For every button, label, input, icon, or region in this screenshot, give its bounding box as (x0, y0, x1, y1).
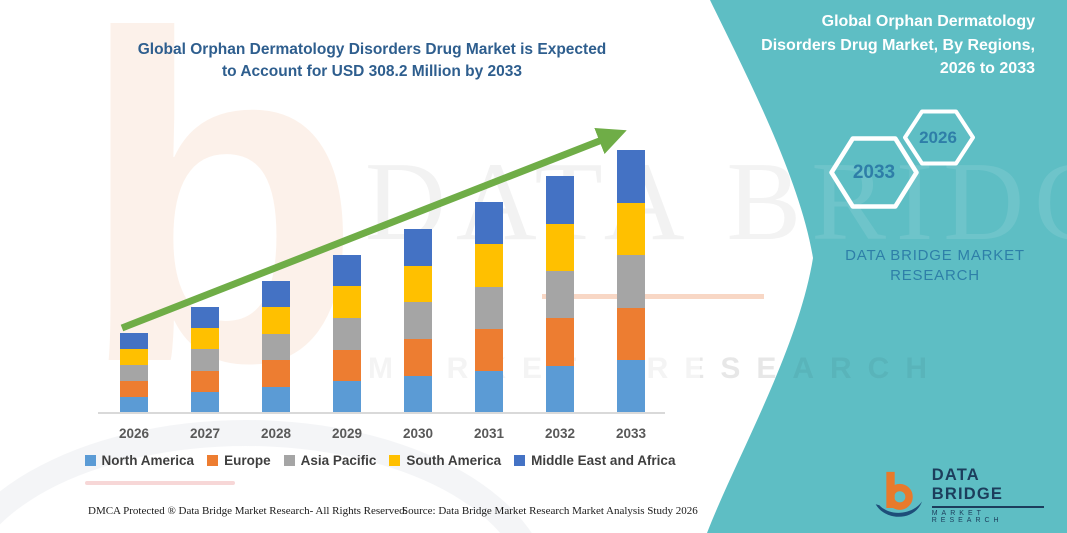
bar-segment (262, 280, 290, 308)
legend-swatch-icon (84, 455, 96, 466)
stacked-bar-2033 (617, 150, 645, 413)
legend-label: Middle East and Africa (531, 453, 676, 468)
bar-segment (475, 328, 503, 371)
bar-segment (617, 255, 645, 308)
bar-segment (404, 339, 432, 377)
stacked-bar-2029 (333, 254, 361, 413)
bar-segment (191, 306, 219, 329)
bar-segment (475, 244, 503, 287)
bar-segment (546, 365, 574, 413)
bar-segment (475, 370, 503, 413)
bar-segment (262, 307, 290, 334)
legend-swatch-icon (514, 455, 526, 466)
legend-swatch-icon (207, 455, 219, 466)
bar-segment (120, 397, 148, 413)
bar-segment (120, 349, 148, 366)
legend-item: South America (389, 453, 501, 468)
legend-label: South America (406, 453, 502, 468)
legend-item: Middle East and Africa (514, 453, 675, 468)
bar-segment (404, 228, 432, 266)
x-axis-label: 2028 (260, 426, 292, 441)
panel-brand-text: DATA BRIDGE MARKET RESEARCH (828, 246, 1042, 285)
chart-title: Global Orphan Dermatology Disorders Drug… (60, 39, 684, 83)
panel-brand-line1: DATA BRIDGE MARKET (845, 247, 1025, 264)
hexagon-year-2026: 2026 (919, 128, 957, 147)
bar-segment (546, 318, 574, 366)
bar-segment (617, 360, 645, 413)
bar-segment (333, 318, 361, 350)
bar-segment (262, 360, 290, 387)
footer-source-text: Source: Data Bridge Market Research Mark… (402, 505, 698, 517)
bar-segment (120, 381, 148, 398)
chart-title-line2: to Account for USD 308.2 Million by 2033 (221, 63, 523, 80)
bar-segment (333, 349, 361, 382)
bar-segment (262, 386, 290, 413)
panel-title-line2: Disorders Drug Market, By Regions, (761, 36, 1035, 54)
bar-segment (262, 333, 290, 361)
stacked-bar-2028 (262, 280, 290, 413)
bar-segment (120, 333, 148, 350)
bar-segment (475, 202, 503, 245)
logo-subtitle: MARKET RESEARCH (931, 509, 1003, 524)
bar-segment (475, 286, 503, 329)
logo-divider (931, 506, 1044, 508)
panel-title-line3: 2026 to 2033 (939, 60, 1035, 77)
stacked-bar-2027 (191, 306, 219, 413)
bar-segment (546, 223, 574, 271)
legend-label: North America (101, 453, 195, 468)
bar-segment (333, 254, 361, 287)
bar-segment (120, 365, 148, 382)
bar-segment (191, 370, 219, 392)
x-axis-label: 2027 (189, 426, 221, 441)
legend-swatch-icon (283, 455, 295, 466)
bar-segment (546, 270, 574, 319)
panel-title: Global Orphan Dermatology Disorders Drug… (695, 10, 1035, 81)
panel-brand-line2: RESEARCH (890, 266, 980, 284)
x-axis-label: 2031 (473, 426, 505, 441)
chart-legend: North America Europe Asia Pacific South Ame… (80, 453, 680, 468)
bar-segment (404, 302, 432, 340)
legend-item: Europe (207, 453, 271, 468)
bar-segment (333, 381, 361, 413)
bar-segment (191, 349, 219, 371)
stacked-bar-2026 (120, 333, 148, 413)
bar-segment (617, 307, 645, 361)
x-axis-line (98, 412, 665, 414)
legend-swatch-icon (389, 455, 401, 466)
panel-title-line1: Global Orphan Dermatology (821, 13, 1035, 30)
stacked-bar-2030 (404, 228, 432, 413)
bar-segment (404, 265, 432, 303)
chart-title-line1: Global Orphan Dermatology Disorders Drug… (137, 41, 607, 58)
hexagon-year-2033: 2033 (852, 162, 896, 183)
bar-segment (617, 150, 645, 203)
x-axis-label: 2026 (118, 426, 150, 441)
legend-item: Asia Pacific (283, 453, 377, 468)
bar-segment (333, 286, 361, 319)
bar-segment (404, 376, 432, 413)
stacked-bar-2032 (546, 176, 574, 413)
bar-segment (546, 176, 574, 224)
bar-segment (191, 391, 219, 413)
x-axis-label: 2033 (615, 426, 647, 441)
bar-segment (191, 328, 219, 350)
x-axis-label: 2029 (331, 426, 363, 441)
logo-title: DATA BRIDGE (931, 466, 1004, 504)
bar-segment (617, 202, 645, 256)
databridge-logo: DATA BRIDGE MARKET RESEARCH (872, 464, 1052, 526)
legend-label: Europe (224, 453, 271, 468)
stacked-bar-2031 (475, 202, 503, 413)
x-axis-label: 2030 (402, 426, 434, 441)
footer-dmca-text: DMCA Protected ® Data Bridge Market Rese… (88, 505, 408, 517)
legend-item: North America (84, 453, 195, 468)
x-axis-label: 2032 (544, 426, 576, 441)
databridge-logo-icon (875, 471, 923, 517)
legend-label: Asia Pacific (300, 453, 377, 468)
